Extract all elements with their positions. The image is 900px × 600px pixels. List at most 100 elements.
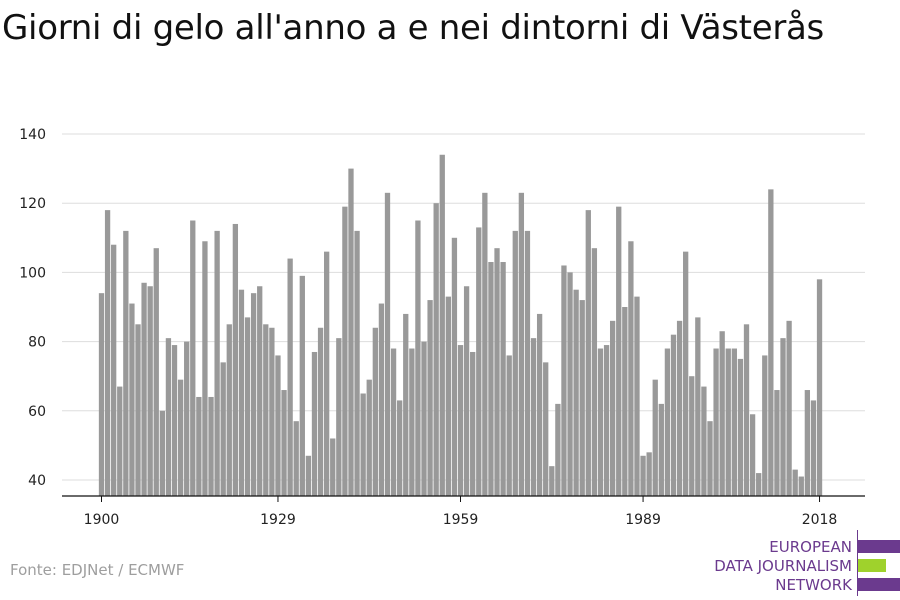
y-tick-label: 140	[19, 127, 46, 143]
x-tick-label: 1959	[443, 512, 479, 528]
frost-days-bar-chart: 40 60 80 100 120 140 1900 1929 1959 1989 2018	[19, 127, 865, 528]
bar-2013	[786, 320, 792, 496]
bar-2003	[725, 348, 731, 496]
bar-2000	[707, 421, 713, 496]
logo-bar-bottom	[858, 578, 900, 591]
bar-1931	[287, 258, 293, 496]
x-tick-label: 1989	[625, 512, 661, 528]
y-tick-label: 120	[19, 196, 46, 212]
bar-1901	[104, 210, 111, 496]
bar-1929	[275, 355, 281, 496]
bar-1923	[238, 289, 245, 496]
bar-1926	[257, 286, 263, 496]
bar-1978	[573, 289, 579, 496]
bar-1932	[293, 421, 299, 496]
bar-1964	[488, 262, 494, 496]
bar-2001	[713, 348, 719, 496]
bar-2015	[798, 476, 804, 496]
bar-1921	[226, 324, 232, 496]
bar-1986	[622, 307, 628, 496]
bar-1904	[123, 230, 129, 496]
bar-2010	[768, 189, 774, 497]
bar-1970	[524, 230, 531, 496]
bar-1960	[463, 286, 470, 496]
y-axis: 40 60 80 100 120 140	[19, 127, 46, 489]
bar-1953	[421, 341, 427, 496]
bar-1903	[117, 386, 123, 496]
bar-1989	[640, 455, 646, 496]
bar-1999	[701, 386, 707, 496]
bar-1984	[609, 320, 616, 496]
bar-1906	[135, 324, 141, 496]
bar-1918	[208, 396, 214, 496]
bar-1977	[567, 272, 573, 496]
bar-1950	[403, 313, 409, 496]
bar-1968	[512, 230, 518, 496]
bar-1961	[470, 351, 476, 496]
gridlines	[62, 133, 865, 481]
bar-1973	[543, 362, 549, 496]
bar-1951	[409, 348, 415, 496]
bar-1933	[299, 275, 305, 496]
bar-1930	[281, 390, 287, 496]
bar-1993	[664, 348, 671, 496]
bar-1997	[689, 376, 695, 496]
x-axis: 1900 1929 1959 1989 2018	[62, 495, 865, 528]
bar-1980	[585, 210, 591, 496]
bar-1914	[184, 341, 190, 496]
y-tick-label: 100	[19, 265, 46, 281]
logo-line-3: NETWORK	[775, 576, 852, 594]
bar-1988	[634, 296, 640, 496]
y-tick-label: 40	[28, 473, 46, 489]
bar-1940	[342, 206, 348, 496]
bar-1998	[695, 317, 701, 496]
bar-1948	[390, 348, 397, 496]
bar-1922	[232, 223, 239, 496]
bar-1925	[250, 293, 257, 496]
bar-1991	[652, 379, 658, 496]
logo-bar-top	[858, 540, 900, 553]
bar-1910	[159, 410, 165, 496]
logo-text: EUROPEAN DATA JOURNALISM NETWORK	[714, 538, 852, 595]
x-tick-label: 1929	[260, 512, 296, 528]
x-tick-label: 1900	[84, 512, 120, 528]
bar-1936	[317, 327, 324, 496]
bar-2012	[780, 338, 786, 496]
bar-1952	[415, 220, 421, 496]
bar-1990	[646, 452, 652, 496]
bar-1927	[263, 324, 269, 496]
bar-1972	[536, 313, 543, 496]
bar-1974	[549, 466, 555, 496]
bar-2016	[804, 390, 811, 496]
bar-1958	[451, 237, 458, 497]
bar-2011	[774, 390, 780, 496]
bars	[98, 154, 823, 497]
bar-1924	[244, 317, 251, 496]
bar-2005	[737, 358, 744, 496]
bar-1967	[506, 355, 512, 496]
bar-1943	[360, 393, 366, 496]
logo-divider	[857, 530, 858, 596]
bar-1983	[603, 345, 610, 496]
bar-1942	[354, 230, 360, 496]
bar-1956	[439, 154, 445, 496]
bar-1996	[683, 251, 689, 496]
bar-2014	[792, 469, 798, 496]
bar-1944	[366, 379, 372, 496]
bar-1913	[177, 379, 184, 496]
bar-1945	[372, 327, 378, 496]
bar-1937	[324, 251, 330, 496]
bar-2006	[743, 324, 750, 496]
bar-1962	[476, 227, 482, 497]
logo-line-2: DATA JOURNALISM	[714, 557, 852, 575]
bar-1939	[336, 338, 342, 496]
bar-1975	[555, 403, 561, 496]
bar-2017	[810, 400, 817, 496]
bar-1957	[445, 296, 451, 496]
bar-1905	[129, 303, 135, 496]
bar-1995	[676, 320, 683, 496]
bar-1981	[591, 248, 598, 496]
bar-1959	[457, 345, 464, 496]
x-tick-label: 2018	[802, 512, 838, 528]
bar-1900	[98, 293, 105, 496]
